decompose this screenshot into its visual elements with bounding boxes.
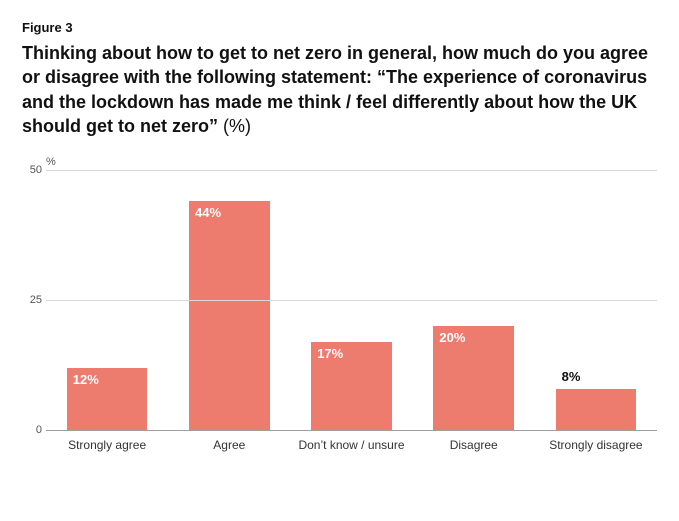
y-tick-label: 50 xyxy=(30,164,42,176)
bar: 12% xyxy=(67,368,148,430)
y-axis: 02550 xyxy=(22,170,46,430)
x-tick-label: Don’t know / unsure xyxy=(290,438,412,454)
chart-title-main: Thinking about how to get to net zero in… xyxy=(22,43,648,136)
x-tick-label: Strongly agree xyxy=(46,438,168,454)
gridline xyxy=(46,430,657,431)
y-tick-label: 25 xyxy=(30,294,42,306)
y-axis-unit: % xyxy=(46,156,657,168)
bar-value-label: 12% xyxy=(73,372,99,387)
bar: 8% xyxy=(556,389,637,431)
x-tick-label: Agree xyxy=(168,438,290,454)
x-axis-labels: Strongly agreeAgreeDon’t know / unsureDi… xyxy=(46,438,657,454)
gridline xyxy=(46,170,657,171)
figure-label: Figure 3 xyxy=(22,20,657,35)
x-tick-label: Strongly disagree xyxy=(535,438,657,454)
bar-value-label: 8% xyxy=(562,369,581,384)
bar: 20% xyxy=(433,326,514,430)
chart-area: 02550 12% 44% 17% 20% 8% xyxy=(22,170,657,430)
bar: 44% xyxy=(189,201,270,430)
plot-area: 12% 44% 17% 20% 8% xyxy=(46,170,657,430)
gridline xyxy=(46,300,657,301)
bar-value-label: 20% xyxy=(439,330,465,345)
y-tick-label: 0 xyxy=(36,424,42,436)
bar: 17% xyxy=(311,342,392,430)
chart-title: Thinking about how to get to net zero in… xyxy=(22,41,657,138)
chart-title-suffix: (%) xyxy=(223,116,251,136)
x-tick-label: Disagree xyxy=(413,438,535,454)
bar-value-label: 44% xyxy=(195,205,221,220)
bar-value-label: 17% xyxy=(317,346,343,361)
